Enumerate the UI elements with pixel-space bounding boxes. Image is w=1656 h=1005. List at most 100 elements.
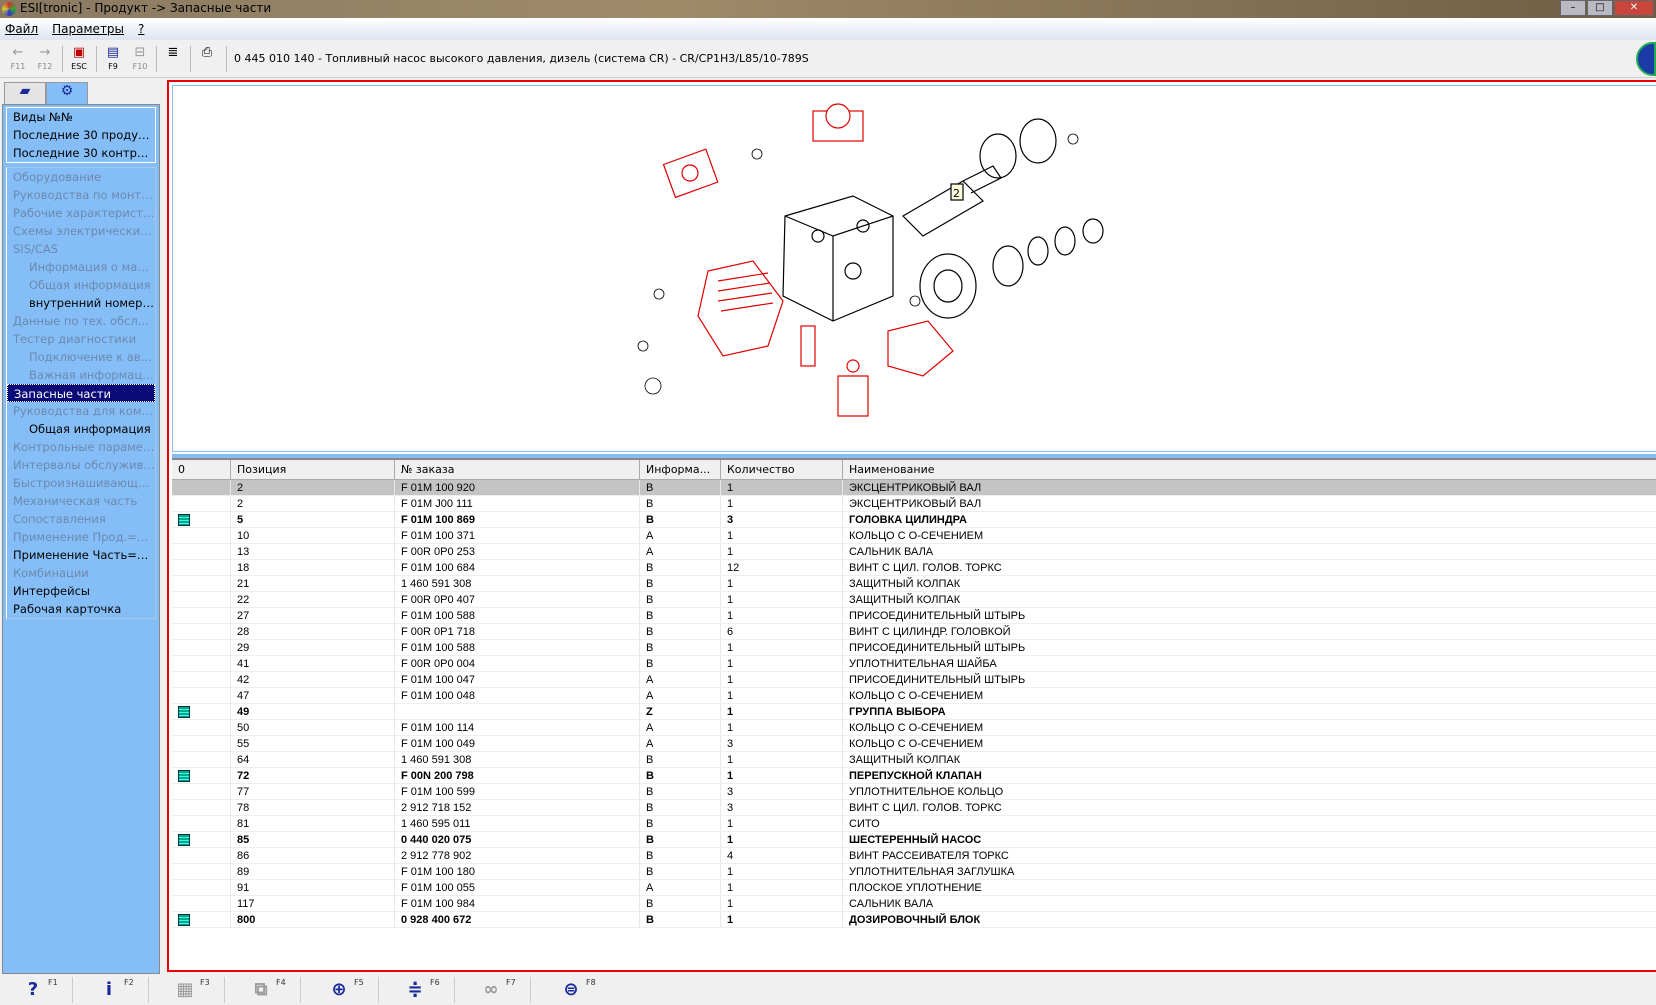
column-header-name[interactable]: Наименование <box>843 460 1656 479</box>
cell-order-number: F 01M 100 588 <box>395 608 640 623</box>
table-row[interactable]: 78 2 912 718 152 B 3 ВИНТ С ЦИЛ. ГОЛОВ. ТОРК… <box>172 800 1656 816</box>
splitter-handle[interactable] <box>172 454 1656 458</box>
zoom-button[interactable]: ⊕ F5 <box>326 978 370 1002</box>
table-row[interactable]: 21 1 460 591 308 B 1 ЗАЩИТНЫЙ КОЛПАК <box>172 576 1656 592</box>
cell-name: ГРУППА ВЫБОРА <box>843 704 1656 719</box>
table-row[interactable]: 27 F 01M 100 588 B 1 ПРИСОЕДИНИТЕЛЬНЫЙ ШТЫРЬ <box>172 608 1656 624</box>
document-list-icon[interactable] <box>178 514 190 526</box>
table-row[interactable]: 47 F 01M 100 048 A 1 КОЛЬЦО С О-СЕЧЕНИЕМ <box>172 688 1656 704</box>
cell-info: B <box>640 912 721 927</box>
table-row[interactable]: 117 F 01M 100 984 B 1 САЛЬНИК ВАЛА <box>172 896 1656 912</box>
table-row[interactable]: 89 F 01M 100 180 B 1 УПЛОТНИТЕЛЬНАЯ ЗАГЛУШКА <box>172 864 1656 880</box>
forward-button[interactable]: → F12 <box>33 44 57 74</box>
cell-quantity: 1 <box>721 592 843 607</box>
cell-position: 800 <box>231 912 395 927</box>
copy-button[interactable]: ⧉ F4 <box>248 978 292 1002</box>
calculator-button[interactable]: ▦ F3 <box>172 978 216 1002</box>
cell-name: ЗАЩИТНЫЙ КОЛПАК <box>843 592 1656 607</box>
parts-table: 0 Позиция № заказа Информа... Количество… <box>172 458 1656 968</box>
table-row[interactable]: 64 1 460 591 308 B 1 ЗАЩИТНЫЙ КОЛПАК <box>172 752 1656 768</box>
sidebar-item-recent-controls[interactable]: Последние 30 контроль... <box>13 146 155 160</box>
minimize-button[interactable]: – <box>1560 0 1586 16</box>
tab-components[interactable]: ⚙ <box>46 82 88 106</box>
split-button[interactable]: ≑ F6 <box>402 978 446 1002</box>
table-row[interactable]: 42 F 01M 100 047 A 1 ПРИСОЕДИНИТЕЛЬНЫЙ ШТЫРЬ <box>172 672 1656 688</box>
close-button[interactable]: ✕ <box>1614 0 1654 16</box>
table-row[interactable]: 86 2 912 778 902 B 4 ВИНТ РАССЕИВАТЕЛЯ ТОРКС <box>172 848 1656 864</box>
sidebar-item[interactable]: Применение Часть=>П... <box>13 548 155 562</box>
sidebar-item-recent-products[interactable]: Последние 30 продуктов <box>13 128 155 142</box>
bosch-logo-icon <box>1636 42 1656 76</box>
sidebar-item: Схемы электрических с... <box>13 224 155 238</box>
sidebar-item[interactable]: внутренний номер и... <box>29 296 155 310</box>
menu-parameters[interactable]: Параметры <box>52 22 125 36</box>
table-row[interactable]: 13 F 00R 0P0 253 A 1 САЛЬНИК ВАЛА <box>172 544 1656 560</box>
cell-position: 64 <box>231 752 395 767</box>
printer-icon: ⎙ <box>201 45 213 60</box>
table-row[interactable]: 55 F 01M 100 049 A 3 КОЛЬЦО С О-СЕЧЕНИЕМ <box>172 736 1656 752</box>
cell-position: 117 <box>231 896 395 911</box>
maximize-button[interactable]: □ <box>1587 0 1613 16</box>
column-header-quantity[interactable]: Количество <box>721 460 843 479</box>
table-row[interactable]: 22 F 00R 0P0 407 B 1 ЗАЩИТНЫЙ КОЛПАК <box>172 592 1656 608</box>
function-key-label: F3 <box>200 978 210 987</box>
table-row[interactable]: 10 F 01M 100 371 A 1 КОЛЬЦО С О-СЕЧЕНИЕМ <box>172 528 1656 544</box>
list-button[interactable]: ▤ F9 <box>101 44 125 74</box>
cell-info: A <box>640 880 721 895</box>
sidebar-item: Руководства по монтажу <box>13 188 155 202</box>
table-row[interactable]: 28 F 00R 0P1 718 B 6 ВИНТ С ЦИЛИНДР. ГОЛОВКО… <box>172 624 1656 640</box>
cell-info: B <box>640 496 721 511</box>
table-row[interactable]: 72 F 00N 200 798 B 1 ПЕРЕПУСКНОЙ КЛАПАН <box>172 768 1656 784</box>
table-row[interactable]: 41 F 00R 0P0 004 B 1 УПЛОТНИТЕЛЬНАЯ ШАЙБА <box>172 656 1656 672</box>
sidebar-item: Интервалы обслуживан... <box>13 458 155 472</box>
document-list-icon[interactable] <box>178 834 190 846</box>
table-row[interactable]: 77 F 01M 100 599 B 3 УПЛОТНИТЕЛЬНОЕ КОЛЬЦО <box>172 784 1656 800</box>
table-row[interactable]: 49 Z 1 ГРУППА ВЫБОРА <box>172 704 1656 720</box>
cell-quantity: 4 <box>721 848 843 863</box>
sidebar-item[interactable]: Рабочая карточка <box>13 602 122 616</box>
tab-vehicle[interactable]: ▰ <box>4 82 46 104</box>
bosch-button[interactable]: ⊜ F8 <box>558 978 602 1002</box>
table-row[interactable]: 91 F 01M 100 055 A 1 ПЛОСКОЕ УПЛОТНЕНИЕ <box>172 880 1656 896</box>
cell-position: 13 <box>231 544 395 559</box>
document-button[interactable]: ≣ <box>161 44 185 74</box>
sidebar-item-views[interactable]: Виды №№ <box>13 110 73 124</box>
document-list-icon[interactable] <box>178 914 190 926</box>
document-list-icon[interactable] <box>178 706 190 718</box>
document-list-icon[interactable] <box>178 770 190 782</box>
cell-order-number: 0 928 400 672 <box>395 912 640 927</box>
sidebar-item[interactable]: Интерфейсы <box>13 584 90 598</box>
back-button[interactable]: ← F11 <box>6 44 30 74</box>
sidebar-item[interactable]: Запасные части <box>7 384 155 402</box>
table-row[interactable]: 18 F 01M 100 684 B 12 ВИНТ С ЦИЛ. ГОЛОВ. ТОР… <box>172 560 1656 576</box>
help-button[interactable]: ? F1 <box>20 978 64 1002</box>
column-header-order-number[interactable]: № заказа <box>395 460 640 479</box>
column-header-info[interactable]: Информа... <box>640 460 721 479</box>
tree-button[interactable]: ⊟ F10 <box>128 44 152 74</box>
cell-order-number: F 01M 100 920 <box>395 480 640 495</box>
table-row[interactable]: 50 F 01M 100 114 A 1 КОЛЬЦО С О-СЕЧЕНИЕМ <box>172 720 1656 736</box>
cell-doc <box>172 480 231 495</box>
column-header-doc[interactable]: 0 <box>172 460 231 479</box>
print-button[interactable]: ⎙ <box>195 44 219 74</box>
menu-file[interactable]: Файл <box>5 22 39 36</box>
sidebar-item[interactable]: Общая информация <box>29 422 151 436</box>
info-button[interactable]: i F2 <box>96 978 140 1002</box>
cell-quantity: 1 <box>721 752 843 767</box>
escape-button[interactable]: ▣ ESC <box>67 44 91 74</box>
cell-quantity: 1 <box>721 768 843 783</box>
cell-position: 29 <box>231 640 395 655</box>
cell-order-number: F 01M 100 588 <box>395 640 640 655</box>
table-row[interactable]: 800 0 928 400 672 B 1 ДОЗИРОВОЧНЫЙ БЛОК <box>172 912 1656 928</box>
column-header-position[interactable]: Позиция <box>231 460 395 479</box>
table-row[interactable]: 81 1 460 595 011 B 1 СИТО <box>172 816 1656 832</box>
table-row[interactable]: 85 0 440 020 075 B 1 ШЕСТЕРЕННЫЙ НАСОС <box>172 832 1656 848</box>
exploded-view-drawing[interactable]: 2 <box>172 85 1656 452</box>
menu-help[interactable]: ? <box>138 22 145 36</box>
link-button[interactable]: ∞ F7 <box>478 978 522 1002</box>
table-row[interactable]: 29 F 01M 100 588 B 1 ПРИСОЕДИНИТЕЛЬНЫЙ ШТЫРЬ <box>172 640 1656 656</box>
cell-info: B <box>640 832 721 847</box>
